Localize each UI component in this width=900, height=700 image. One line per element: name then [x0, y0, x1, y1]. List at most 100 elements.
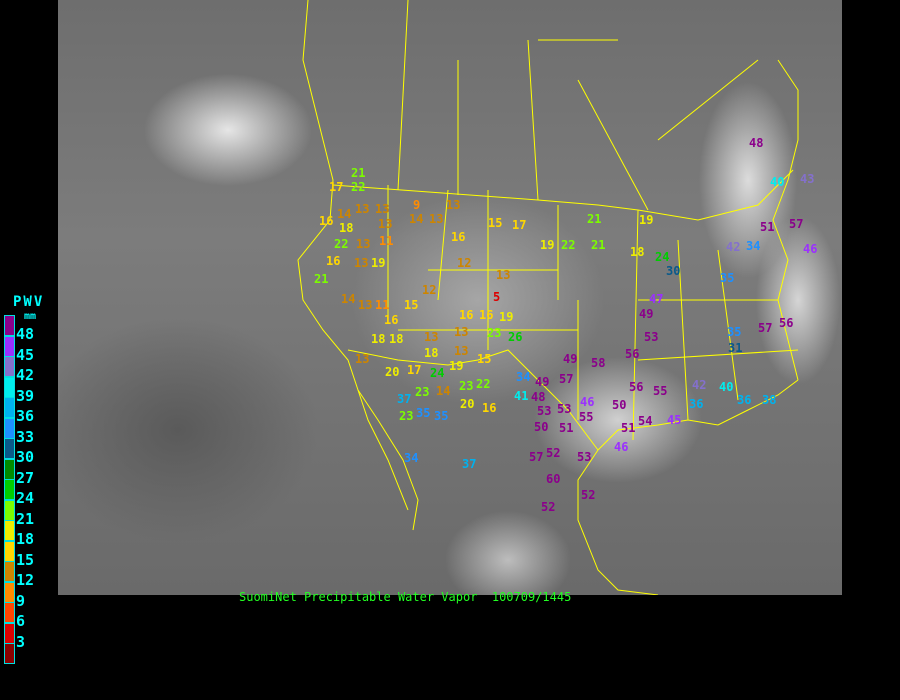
station-pwv-value: 42	[726, 240, 741, 254]
station-pwv-value: 21	[591, 238, 606, 252]
station-pwv-value: 57	[529, 450, 544, 464]
station-pwv-value: 13	[375, 202, 390, 216]
station-pwv-value: 37	[462, 457, 477, 471]
station-pwv-value: 20	[385, 365, 400, 379]
station-pwv-value: 18	[424, 346, 439, 360]
station-pwv-value: 14	[409, 212, 424, 226]
station-pwv-value: 41	[514, 389, 529, 403]
station-pwv-value: 45	[667, 413, 682, 427]
station-pwv-value: 18	[339, 221, 354, 235]
legend-swatch	[4, 458, 15, 480]
legend-tick-label: 33	[16, 427, 35, 446]
station-pwv-value: 14	[341, 292, 356, 306]
station-pwv-value: 50	[534, 420, 549, 434]
pwv-legend: PWV mm 48 45 42 39 36 33 30 27 24 21 18 15 12 9 6 3	[4, 295, 56, 667]
station-pwv-value: 21	[314, 272, 329, 286]
station-pwv-value: 53	[557, 402, 572, 416]
legend-tick-label: 9	[16, 591, 26, 610]
station-pwv-value: 31	[728, 341, 743, 355]
station-pwv-value: 17	[512, 218, 527, 232]
station-pwv-value: 22	[561, 238, 576, 252]
legend-tick-label: 21	[16, 509, 35, 528]
baja	[357, 389, 409, 511]
station-pwv-value: 16	[479, 308, 494, 322]
station-pwv-value: 57	[789, 217, 804, 231]
station-pwv-value: 24	[655, 250, 670, 264]
station-pwv-value: 12	[422, 283, 437, 297]
station-pwv-value: 19	[639, 213, 654, 227]
station-pwv-value: 46	[614, 440, 629, 454]
station-pwv-value: 16	[384, 313, 399, 327]
east-coast	[772, 59, 799, 381]
west-coast	[297, 0, 419, 531]
legend-tick-label: 3	[16, 632, 26, 651]
legend-tick-label: 45	[16, 345, 35, 364]
station-pwv-value: 23	[487, 326, 502, 340]
station-pwv-value: 51	[559, 421, 574, 435]
legend-swatch	[4, 397, 15, 418]
station-pwv-value: 50	[612, 398, 627, 412]
legend-swatch	[4, 643, 15, 664]
station-pwv-value: 13	[355, 202, 370, 216]
station-pwv-value: 16	[319, 214, 334, 228]
station-pwv-value: 11	[379, 234, 394, 248]
gulf-coast	[597, 379, 799, 451]
station-pwv-value: 56	[629, 380, 644, 394]
station-pwv-value: 19	[499, 310, 514, 324]
station-pwv-value: 56	[625, 347, 640, 361]
station-pwv-value: 46	[580, 395, 595, 409]
station-pwv-value: 17	[329, 180, 344, 194]
legend-tick-label: 39	[16, 386, 35, 405]
legend-tick-label: 30	[16, 448, 35, 466]
station-pwv-value: 17	[407, 363, 422, 377]
us-canada-border	[332, 169, 794, 221]
station-pwv-value: 23	[459, 379, 474, 393]
station-pwv-value: 49	[639, 307, 654, 321]
station-pwv-value: 13	[354, 256, 369, 270]
station-pwv-value: 12	[457, 256, 472, 270]
station-pwv-value: 36	[737, 393, 752, 407]
legend-tick-label: 18	[16, 530, 35, 548]
station-pwv-value: 19	[540, 238, 555, 252]
station-pwv-value: 51	[760, 220, 775, 234]
station-pwv-value: 52	[541, 500, 556, 514]
station-pwv-value: 34	[404, 451, 419, 465]
legend-tick-label: 6	[16, 612, 26, 630]
station-pwv-value: 55	[653, 384, 668, 398]
legend-tick-label: 36	[16, 407, 35, 425]
station-pwv-value: 47	[649, 292, 664, 306]
station-pwv-value: 54	[638, 414, 653, 428]
legend-tick-label: 27	[16, 468, 35, 487]
legend-swatch	[4, 520, 15, 541]
legend-swatch	[4, 561, 15, 582]
station-pwv-value: 21	[587, 212, 602, 226]
station-pwv-value: 35	[416, 406, 431, 420]
legend-tick-label: 42	[16, 366, 35, 384]
station-pwv-value: 5	[493, 290, 501, 304]
map-boundaries	[297, 0, 799, 595]
station-pwv-value: 56	[779, 316, 794, 330]
station-pwv-value: 23	[415, 385, 430, 399]
legend-tick-label: 12	[16, 571, 35, 589]
station-pwv-value: 16	[482, 401, 497, 415]
station-pwv-value: 49	[535, 375, 550, 389]
station-pwv-value: 21	[351, 166, 366, 180]
station-pwv-value: 13	[446, 198, 461, 212]
satellite-image: 22 17 16 13 13 13 9 13 14 13 18 14 22 13 11 19 12 13 16 15 1…	[58, 0, 842, 595]
station-pwv-value: 51	[621, 421, 636, 435]
station-pwv-value: 16	[326, 254, 341, 268]
station-pwv-value: 13	[356, 237, 371, 251]
legend-swatch	[4, 356, 15, 377]
station-pwv-value: 34	[516, 370, 531, 384]
station-pwv-value: 55	[579, 410, 594, 424]
legend-tick-label: 48	[16, 325, 35, 343]
station-pwv-value: 38	[762, 393, 777, 407]
station-pwv-value: 34	[746, 239, 761, 253]
station-pwv-value: 52	[546, 446, 561, 460]
station-pwv-value: 19	[371, 256, 386, 270]
station-pwv-value: 43	[800, 172, 815, 186]
station-pwv-value: 53	[577, 450, 592, 464]
station-pwv-value: 40	[770, 175, 785, 189]
legend-swatch	[4, 581, 15, 603]
station-pwv-value: 48	[749, 136, 764, 150]
